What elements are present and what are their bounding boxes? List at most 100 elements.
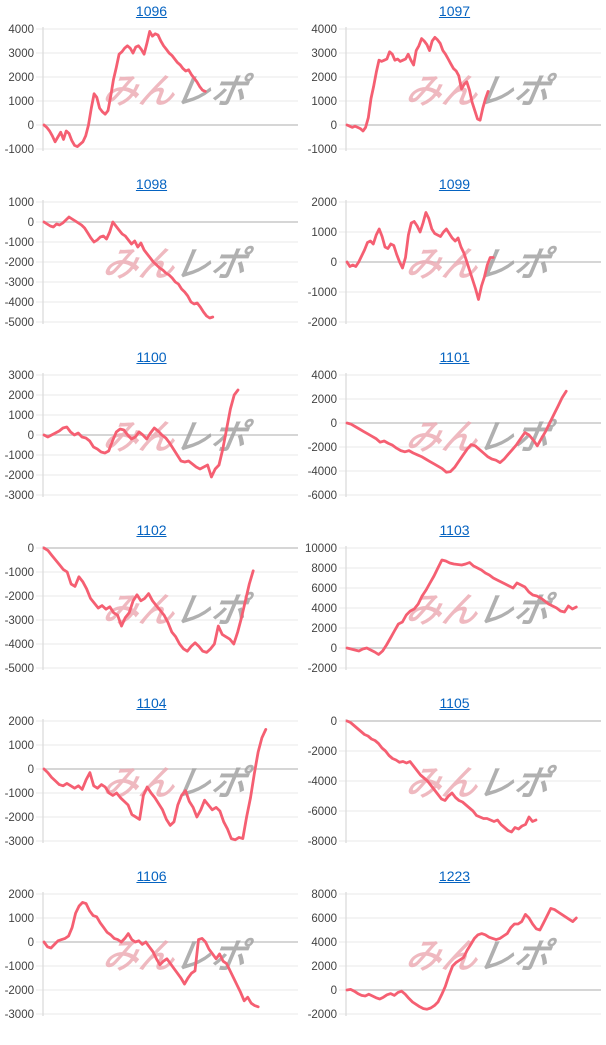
line-chart: 2000 1000 0 -1000 -2000 みんレポ <box>308 197 601 329</box>
series-line <box>345 906 578 1011</box>
line-chart: 2000 1000 0 -1000 -2000 -3000 みんレポ <box>5 716 298 848</box>
y-tick-label: -2000 <box>308 663 337 675</box>
y-tick-label: -4000 <box>5 639 34 651</box>
y-tick-label: -2000 <box>5 470 34 482</box>
chart-title: 1101 <box>303 348 606 368</box>
y-tick-label: -8000 <box>308 836 337 848</box>
y-tick-label: -2000 <box>5 812 34 824</box>
chart-link[interactable]: 1104 <box>136 695 167 711</box>
y-tick-label: 2000 <box>311 72 337 84</box>
y-tick-label: 0 <box>28 430 34 442</box>
watermark: みんレポ <box>403 937 558 976</box>
watermark: みんレポ <box>403 72 558 111</box>
y-tick-label: 1000 <box>8 410 34 422</box>
y-tick-label: 2000 <box>311 197 337 209</box>
y-tick-label: -1000 <box>5 144 34 156</box>
chart-link[interactable]: 1098 <box>135 176 168 192</box>
chart-link[interactable]: 1099 <box>438 176 471 192</box>
series-line <box>345 35 490 133</box>
line-chart: 10000 8000 6000 4000 2000 0 -2000 みんレポ <box>305 543 601 675</box>
y-tick-label: 0 <box>28 764 34 776</box>
y-tick-label: -4000 <box>5 297 34 309</box>
chart-link[interactable]: 1105 <box>439 695 470 711</box>
y-tick-label: -1000 <box>5 961 34 973</box>
chart-link[interactable]: 1100 <box>136 349 167 365</box>
y-tick-label: 1000 <box>8 96 34 108</box>
y-tick-label: 4000 <box>311 937 337 949</box>
series-line <box>345 389 568 474</box>
chart-link[interactable]: 1102 <box>136 522 167 538</box>
y-tick-label: -3000 <box>5 1009 34 1021</box>
y-tick-label: -1000 <box>5 450 34 462</box>
watermark: みんレポ <box>100 418 255 457</box>
y-tick-label: 2000 <box>311 961 337 973</box>
chart-link[interactable]: 1097 <box>438 3 471 19</box>
chart-title: 1103 <box>303 521 606 541</box>
watermark: みんレポ <box>100 72 255 111</box>
chart-link[interactable]: 1101 <box>439 349 470 365</box>
chart-block: 1223 8000 6000 4000 2000 0 -2000 みんレポ <box>303 867 606 1040</box>
y-tick-label: 0 <box>28 120 34 132</box>
watermark: みんレポ <box>403 764 558 803</box>
chart-block: 1106 2000 1000 0 -1000 -2000 -3000 みんレポ <box>0 867 303 1040</box>
y-tick-label: 0 <box>331 985 337 997</box>
y-tick-label: 0 <box>28 543 34 555</box>
chart-block: 1099 2000 1000 0 -1000 -2000 みんレポ <box>303 175 606 348</box>
y-tick-label: 0 <box>331 120 337 132</box>
chart-title: 1096 <box>0 2 303 22</box>
chart-title: 1100 <box>0 348 303 368</box>
y-tick-label: 1000 <box>8 913 34 925</box>
chart-title: 1097 <box>303 2 606 22</box>
y-tick-label: -2000 <box>308 1009 337 1021</box>
y-tick-label: 2000 <box>8 889 34 901</box>
chart-title: 1106 <box>0 867 303 887</box>
chart-block: 1102 0 -1000 -2000 -3000 -4000 -5000 みんレポ <box>0 521 303 694</box>
line-chart: 0 -2000 -4000 -6000 -8000 みんレポ <box>308 716 601 848</box>
chart-link[interactable]: 1096 <box>135 3 168 19</box>
chart-block: 1104 2000 1000 0 -1000 -2000 -3000 みんレポ <box>0 694 303 867</box>
y-tick-label: 4000 <box>311 24 337 36</box>
y-tick-label: -2000 <box>5 591 34 603</box>
chart-block: 1100 3000 2000 1000 0 -1000 -2000 -3000 みんレポ <box>0 348 303 521</box>
y-tick-label: 0 <box>28 217 34 229</box>
y-tick-label: -2000 <box>5 985 34 997</box>
chart-title: 1105 <box>303 694 606 714</box>
chart-title: 1099 <box>303 175 606 195</box>
line-chart: 1000 0 -1000 -2000 -3000 -4000 -5000 みんレポ <box>5 197 298 329</box>
series-line <box>42 546 255 654</box>
chart-block: 1105 0 -2000 -4000 -6000 -8000 みんレポ <box>303 694 606 867</box>
y-tick-label: 1000 <box>311 96 337 108</box>
series-line <box>42 388 240 479</box>
chart-link[interactable]: 1106 <box>136 868 167 884</box>
y-tick-label: -2000 <box>308 442 337 454</box>
y-tick-label: 4000 <box>311 370 337 382</box>
watermark: みんレポ <box>403 418 558 457</box>
y-tick-label: 0 <box>28 937 34 949</box>
y-tick-label: 0 <box>331 418 337 430</box>
line-chart: 4000 2000 0 -2000 -4000 -6000 みんレポ <box>308 370 601 502</box>
y-tick-label: 2000 <box>311 394 337 406</box>
y-tick-label: 1000 <box>8 197 34 209</box>
y-tick-label: 3000 <box>8 370 34 382</box>
line-chart: 4000 3000 2000 1000 0 -1000 みんレポ <box>308 24 601 156</box>
series-line <box>42 900 260 1009</box>
y-tick-label: 2000 <box>8 72 34 84</box>
y-tick-label: -6000 <box>308 490 337 502</box>
watermark: みんレポ <box>100 937 255 976</box>
y-tick-label: 2000 <box>8 390 34 402</box>
chart-title: 1098 <box>0 175 303 195</box>
line-chart: 8000 6000 4000 2000 0 -2000 みんレポ <box>308 889 601 1021</box>
watermark: みんレポ <box>100 245 255 284</box>
y-tick-label: -4000 <box>308 466 337 478</box>
watermark: みんレポ <box>403 245 558 284</box>
y-tick-label: -2000 <box>5 257 34 269</box>
series-line <box>42 727 268 842</box>
chart-block: 1097 4000 3000 2000 1000 0 -1000 みんレポ <box>303 2 606 175</box>
chart-link[interactable]: 1223 <box>438 868 471 884</box>
y-tick-label: 1000 <box>311 227 337 239</box>
y-tick-label: -5000 <box>5 663 34 675</box>
y-tick-label: 0 <box>331 716 337 728</box>
chart-link[interactable]: 1103 <box>439 522 470 538</box>
y-tick-label: -3000 <box>5 615 34 627</box>
